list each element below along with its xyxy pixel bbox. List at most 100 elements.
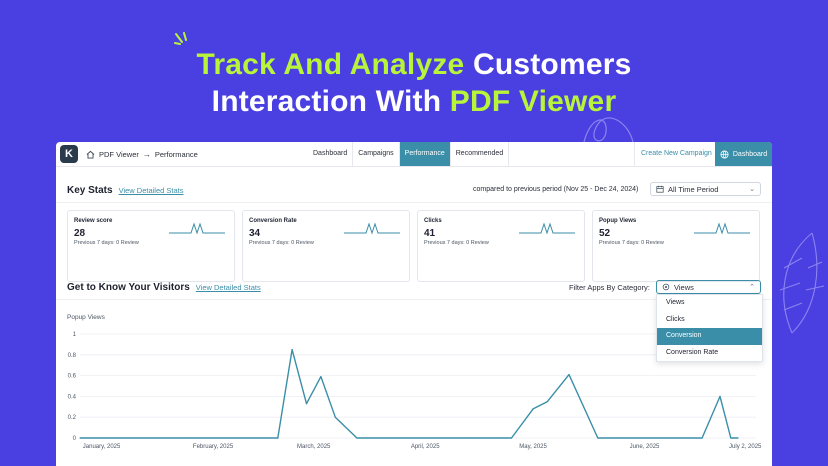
stat-card-review-score: Review score 28 Previous 7 days: 0 Revie… [67,210,235,282]
dropdown-option-conversion[interactable]: Conversion [657,328,762,345]
breadcrumb: PDF Viewer → Performance [86,142,198,166]
hero-title-line-1: Track And Analyze Customers [0,48,828,82]
globe-icon [720,149,729,159]
data-point [305,403,308,405]
app-logo[interactable]: K [60,145,78,163]
divider [56,299,772,300]
main-tabs: Dashboard Campaigns Performance Recommen… [308,142,510,166]
data-point [320,376,322,378]
tab-dashboard[interactable]: Dashboard [308,142,354,166]
stat-card-value: 52 [599,228,611,239]
chevron-down-icon: ⌄ [749,186,755,193]
dropdown-option-views[interactable]: Views [666,299,685,306]
chart-y-axis-title: Popup Views [67,314,105,321]
tab-recommended[interactable]: Recommended [451,142,510,166]
data-point [701,437,703,439]
hero-text-2: Interaction With [211,85,450,118]
visitors-heading: Get to Know Your Visitors View Detailed S… [67,282,261,293]
data-point [532,408,534,410]
data-point [622,437,624,439]
category-dropdown-menu: Views Clicks Conversion Conversion Rate [656,294,763,362]
stat-card-value: 28 [74,228,86,239]
data-point [730,437,732,439]
breadcrumb-item-performance: Performance [154,149,198,159]
data-point [356,437,358,439]
period-select[interactable]: All Time Period ⌄ [650,182,761,196]
stat-card-value: 41 [424,228,436,239]
stat-card-clicks: Clicks 41 Previous 7 days: 0 Review [417,210,585,282]
y-tick-label: 0.4 [68,394,77,400]
x-tick-label: May, 2025 [519,444,547,450]
stat-card-label: Conversion Rate [249,218,297,224]
data-point [510,437,513,439]
home-icon[interactable] [86,150,95,159]
data-point [546,401,549,403]
calendar-icon [656,185,664,193]
divider [56,202,772,203]
breadcrumb-item-pdf-viewer[interactable]: PDF Viewer [99,149,139,159]
series-line [80,348,738,439]
data-point [568,373,570,376]
dashboard-button[interactable]: Dashboard [715,142,772,166]
data-point [496,437,498,439]
y-tick-label: 1 [73,332,77,338]
y-tick-label: 0.2 [68,415,77,421]
y-tick-label: 0.8 [68,353,77,359]
period-select-value: All Time Period [668,184,719,194]
sparkline-icon [694,222,750,235]
x-tick-label: June, 2025 [630,444,660,450]
data-point [467,437,469,439]
data-point [403,437,405,439]
decorative-swirl-icon [582,117,634,148]
data-point [597,437,599,439]
y-tick-label: 0.6 [68,374,77,380]
stat-card-conversion-rate: Conversion Rate 34 Previous 7 days: 0 Re… [242,210,410,282]
y-tick-label: 0 [73,436,77,442]
data-point [334,416,336,418]
dropdown-option-conversion-rate[interactable]: Conversion Rate [666,348,719,356]
chevron-up-icon: ⌃ [749,284,755,291]
eye-icon [662,283,670,291]
breadcrumb-separator-icon: → [142,149,151,159]
filter-label: Filter Apps By Category: [569,283,650,292]
sparkline-icon [169,222,225,235]
compare-period-text: compared to previous period (Nov 25 - De… [473,186,639,193]
app-window: K PDF Viewer → Performance Dashboard Cam… [56,142,772,466]
stat-card-previous: Previous 7 days: 0 Review [424,240,489,246]
data-point [277,437,279,439]
stat-card-label: Popup Views [599,218,637,224]
data-point [79,437,81,439]
x-tick-label: March, 2025 [297,444,331,450]
visitors-detail-link[interactable]: View Detailed Stats [195,283,261,292]
dropdown-option-clicks[interactable]: Clicks [666,315,685,323]
decorative-leaf-icon [779,232,825,334]
hero-accent-1: Track And Analyze [196,48,465,81]
stat-card-previous: Previous 7 days: 0 Review [74,240,139,246]
create-campaign-button[interactable]: Create New Campaign [634,142,718,166]
x-tick-label: April, 2025 [411,444,440,450]
tab-performance[interactable]: Performance [399,142,451,166]
stat-card-popup-views: Popup Views 52 Previous 7 days: 0 Review [592,210,760,282]
sparkline-icon [519,222,575,235]
data-point [190,437,193,439]
sparkle-icon [174,32,187,45]
stat-card-label: Review score [74,218,113,224]
key-stats-title: Key Stats [67,185,113,196]
stat-card-label: Clicks [424,218,442,224]
tab-campaigns[interactable]: Campaigns [353,142,400,166]
x-tick-label: January, 2025 [83,444,121,450]
stat-card-previous: Previous 7 days: 0 Review [599,240,664,246]
popup-views-chart: 0 0.2 0.4 0.6 0.8 1 January, 2025 February, 202… [68,332,762,450]
hero-title-line-2: Interaction With PDF Viewer [0,85,828,119]
stat-card-previous: Previous 7 days: 0 Review [249,240,314,246]
dashboard-button-label: Dashboard [732,150,768,158]
top-navigation: K PDF Viewer → Performance Dashboard Cam… [56,142,772,167]
data-point [737,437,739,439]
x-tick-label: July 2, 2025 [729,444,762,450]
sparkline-icon [344,222,400,235]
key-stats-detail-link[interactable]: View Detailed Stats [118,186,184,195]
stat-card-value: 34 [249,228,261,239]
x-tick-label: February, 2025 [193,444,234,450]
hero-accent-2: PDF Viewer [449,85,617,118]
category-filter-select[interactable]: Views ⌃ [656,280,761,294]
